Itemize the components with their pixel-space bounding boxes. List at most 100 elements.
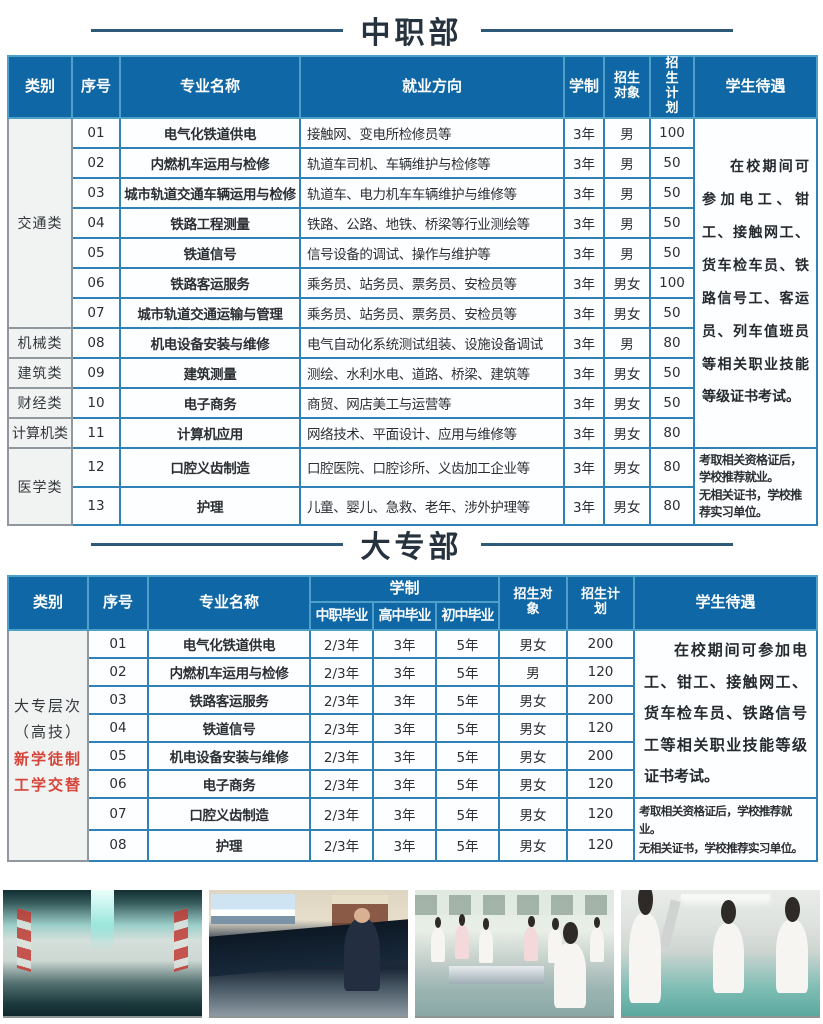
plan: 80	[649, 485, 695, 527]
target: 男女	[603, 356, 651, 389]
header-duration-group: 学制	[309, 575, 500, 603]
corridor-banner-right	[174, 908, 189, 973]
table-row: 06 电子商务 2/3年 3年 5年 男女 120	[8, 769, 817, 799]
duration-voc: 2/3年	[309, 769, 374, 799]
major-name: 铁道信号	[119, 236, 301, 269]
photo-campus-corridor	[3, 890, 202, 1018]
major-name: 口腔义齿制造	[119, 446, 301, 488]
target: 男女	[603, 386, 651, 419]
treatment-note: 考取相关资格证后，学校推荐就业。 无相关证书，学校推荐实习单位。	[693, 446, 818, 527]
major-name: 铁路客运服务	[119, 266, 301, 299]
row-no: 11	[71, 416, 121, 449]
employment: 信号设备的调试、操作与维护等	[299, 236, 565, 269]
table-row: 06 铁路客运服务 乘务员、站务员、票务员、安检员等 3年 男女 100	[8, 266, 817, 299]
header-duration-sub1: 中职毕业	[309, 601, 374, 631]
employment: 电气自动化系统测试组装、设施设备调试	[299, 326, 565, 359]
duration: 3年	[563, 485, 605, 527]
treatment-note-line1: 考取相关资格证后，学校推荐就业。	[639, 804, 792, 837]
major-name: 计算机应用	[119, 416, 301, 449]
plan: 200	[566, 629, 635, 659]
category-line3: 新学徒制	[13, 749, 82, 768]
plan: 120	[566, 828, 635, 863]
header-treatment: 学生待遇	[633, 575, 818, 631]
title-rule-right	[480, 28, 733, 32]
employment: 轨道车、电力机车车辆维护与维修等	[299, 176, 565, 209]
duration: 3年	[563, 206, 605, 239]
corridor-ceiling-light	[90, 890, 115, 951]
major-name: 电子商务	[119, 386, 301, 419]
dental-equipment-arm	[659, 899, 681, 949]
plan: 80	[649, 416, 695, 449]
college-section-title: 大专部	[0, 522, 823, 566]
table-row: 07 城市轨道交通运输与管理 乘务员、站务员、票务员、安检员等 3年 男女 50	[8, 296, 817, 329]
secondary-department-table: 类别 序号 专业名称 就业方向 学制 招生对象 招生计划 学生待遇 交通类 01…	[7, 55, 818, 527]
student-figure	[430, 916, 445, 962]
category-line4: 工学交替	[13, 775, 82, 794]
category-college-level: 大专层次 （高技） 新学徒制 工学交替	[7, 628, 89, 863]
duration-voc: 2/3年	[309, 828, 374, 863]
target: 男女	[498, 797, 568, 831]
major-name: 机电设备安装与维修	[119, 326, 301, 359]
employment: 轨道车司机、车辆维护与检修等	[299, 146, 565, 179]
duration: 3年	[563, 236, 605, 269]
major-name: 内燃机车运用与检修	[119, 146, 301, 179]
treatment-note-line1: 考取相关资格证后，学校推荐就业。	[699, 452, 802, 485]
duration: 3年	[563, 296, 605, 329]
table-row: 02 内燃机车运用与检修 轨道车司机、车辆维护与检修等 3年 男 50	[8, 146, 817, 179]
table-row: 财经类 10 电子商务 商贸、网店美工与运营等 3年 男女 50	[7, 386, 817, 419]
plan: 80	[649, 446, 695, 488]
row-no: 08	[71, 326, 121, 359]
plan: 100	[649, 116, 695, 149]
photo-nursing-training	[415, 890, 614, 1018]
header-category: 类别	[7, 55, 73, 119]
duration: 3年	[563, 416, 605, 449]
target: 男	[603, 176, 651, 209]
table-row: 04 铁路工程测量 铁路、公路、地铁、桥梁等行业测绘等 3年 男 50	[8, 206, 817, 239]
plan: 120	[566, 657, 635, 687]
table-row: 02 内燃机车运用与检修 2/3年 3年 5年 男 120	[8, 657, 817, 687]
row-no: 04	[87, 713, 149, 743]
duration: 3年	[563, 176, 605, 209]
duration-voc: 2/3年	[309, 685, 374, 715]
treatment-note-line2: 无相关证书，学校推荐实习单位。	[639, 840, 803, 855]
treatment-main: 在校期间可参加电工、钳工、接触网工、货车检车员、铁路信号工、客运员、列车值班员等…	[693, 116, 818, 449]
table-row: 05 机电设备安装与维修 2/3年 3年 5年 男女 200	[8, 741, 817, 771]
treatment-note: 考取相关资格证后，学校推荐就业。 无相关证书，学校推荐实习单位。	[633, 796, 818, 863]
plan: 200	[566, 741, 635, 771]
white-coat-figure	[628, 890, 661, 1004]
target: 男女	[603, 296, 651, 329]
photo-rail-control-room	[209, 890, 408, 1018]
duration-voc: 2/3年	[309, 741, 374, 771]
target: 男女	[498, 741, 568, 771]
header-target: 招生对象	[603, 55, 651, 119]
employment: 接触网、变电所检修员等	[299, 116, 565, 149]
duration-voc: 2/3年	[309, 629, 374, 659]
row-no: 02	[87, 657, 149, 687]
target: 男女	[498, 828, 568, 863]
duration: 3年	[563, 356, 605, 389]
major-name: 铁路客运服务	[147, 685, 311, 715]
row-no: 05	[71, 236, 121, 269]
category-transport: 交通类	[7, 116, 73, 329]
nurse-instructor-figure	[554, 922, 587, 1009]
major-name: 城市轨道交通车辆运用与检修	[119, 176, 301, 209]
header-plan: 招生计划	[566, 575, 635, 631]
row-no: 07	[87, 797, 149, 831]
duration-high: 3年	[372, 741, 437, 771]
target: 男女	[603, 266, 651, 299]
row-no: 08	[87, 828, 149, 863]
table-row: 建筑类 09 建筑测量 测绘、水利水电、道路、桥梁、建筑等 3年 男女 50	[7, 356, 817, 389]
duration: 3年	[563, 446, 605, 488]
plan: 200	[566, 685, 635, 715]
duration-voc: 2/3年	[309, 657, 374, 687]
steel-training-table	[448, 965, 545, 985]
target: 男	[603, 326, 651, 359]
duration-high: 3年	[372, 657, 437, 687]
table-row: 07 口腔义齿制造 2/3年 3年 5年 男女 120 考取相关资格证后，学校推…	[8, 796, 818, 863]
target: 男女	[603, 485, 651, 527]
plan: 50	[649, 146, 695, 179]
row-no: 01	[87, 629, 149, 659]
header-target: 招生对象	[498, 575, 568, 631]
operator-head	[354, 907, 371, 923]
duration-high: 3年	[372, 713, 437, 743]
